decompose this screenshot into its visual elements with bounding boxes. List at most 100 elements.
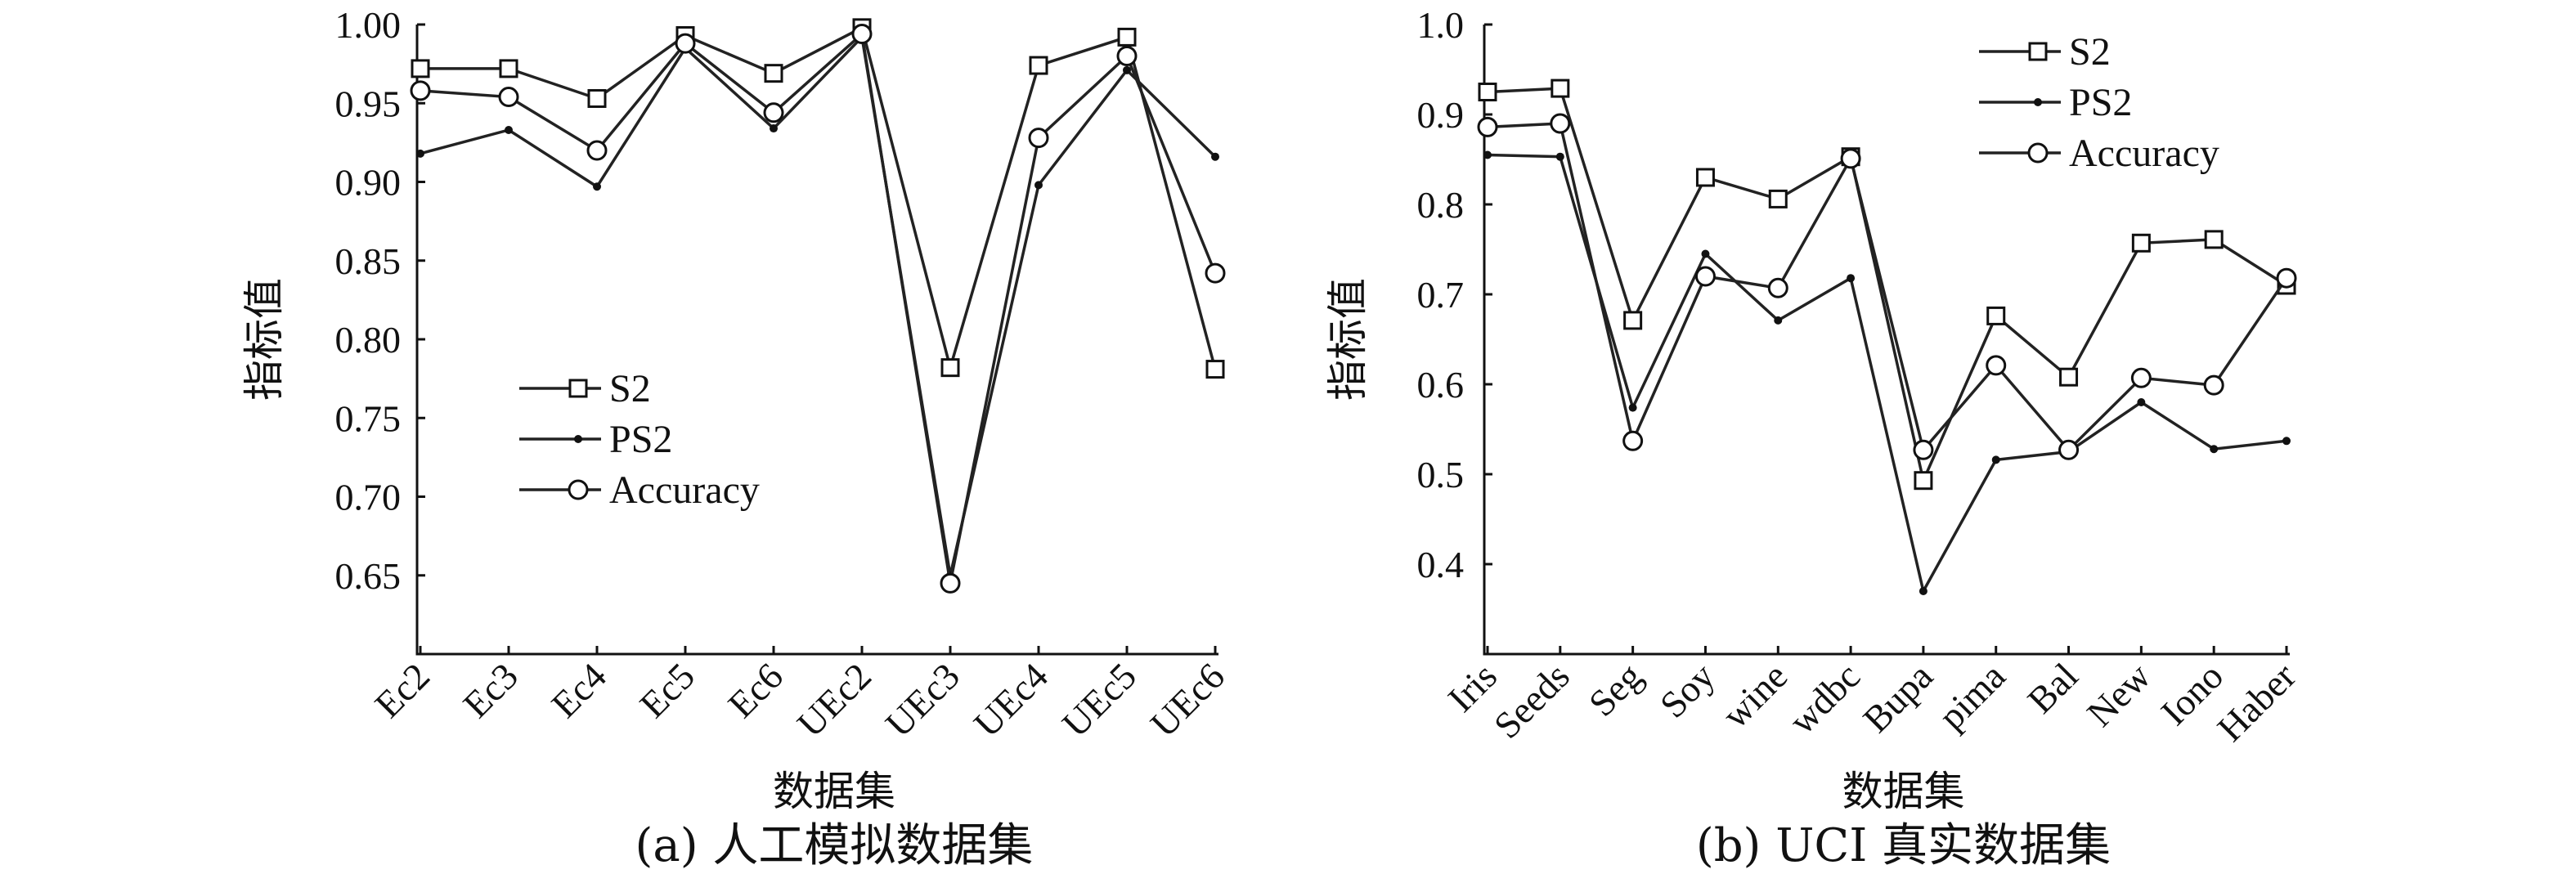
data-point-accuracy	[2058, 439, 2080, 460]
data-point-s2	[2059, 367, 2079, 387]
data-point-ps2	[1919, 587, 1928, 595]
x-tick-label: Haber	[2210, 655, 2304, 750]
data-point-accuracy	[2276, 267, 2297, 289]
series-line-accuracy	[420, 31, 1217, 584]
data-point-accuracy	[1840, 148, 1861, 169]
legend: S2 PS2 Accuracy	[1979, 30, 2219, 175]
x-tick-label: UEc4	[966, 655, 1056, 745]
series-line-ps2	[420, 34, 1217, 576]
y-tick-label: 0.95	[335, 83, 402, 124]
panel-caption: (b) UCI 真实数据集	[1696, 819, 2111, 872]
data-point-accuracy	[1913, 439, 1934, 460]
data-point-s2	[411, 59, 430, 78]
data-point-accuracy	[1694, 266, 1716, 287]
y-tick-label: 0.80	[335, 319, 402, 361]
data-point-accuracy	[1028, 128, 1049, 149]
x-axis-label: 数据集	[773, 768, 895, 815]
x-tick-label: pima	[1931, 655, 2013, 737]
data-point-accuracy	[2130, 367, 2152, 388]
data-point-ps2	[2210, 445, 2219, 454]
y-axis-label: 指标值	[1324, 278, 1371, 401]
data-point-ps2	[416, 149, 424, 158]
y-tick-label: 0.5	[1417, 454, 1465, 495]
data-point-s2	[1551, 78, 1570, 98]
legend-label: S2	[609, 367, 651, 410]
data-point-s2	[1478, 83, 1497, 101]
y-tick-label: 1.0	[1417, 4, 1465, 46]
data-point-accuracy	[763, 102, 784, 123]
data-point-accuracy	[1116, 46, 1138, 66]
data-point-ps2	[1991, 455, 2000, 464]
data-point-ps2	[2137, 398, 2146, 406]
data-point-s2	[1029, 56, 1048, 75]
data-point-s2	[1914, 471, 1933, 491]
data-point-accuracy	[2203, 374, 2224, 396]
x-tick-label: Seeds	[1486, 655, 1577, 746]
legend-marker	[574, 435, 582, 443]
legend-marker	[568, 379, 588, 398]
data-point-ps2	[1483, 150, 1492, 159]
x-tick-label: UEc2	[789, 655, 879, 745]
data-point-ps2	[593, 182, 601, 191]
data-point-ps2	[770, 124, 778, 133]
legend-label: Accuracy	[2069, 132, 2219, 175]
y-tick-label: 0.8	[1417, 184, 1465, 226]
x-tick-label: UEc3	[877, 655, 967, 745]
y-tick-label: 0.85	[335, 240, 402, 282]
series-line-ps2	[1487, 153, 2287, 595]
y-tick-label: 0.4	[1417, 544, 1465, 585]
data-point-s2	[499, 59, 518, 78]
data-point-accuracy	[1986, 355, 2007, 376]
data-point-ps2	[1555, 152, 1564, 161]
data-point-s2	[1986, 306, 2006, 325]
data-point-ps2	[1774, 316, 1783, 325]
data-point-accuracy	[675, 33, 696, 54]
legend-label: PS2	[2069, 81, 2132, 124]
data-point-s2	[2131, 233, 2151, 253]
legend-label: PS2	[609, 418, 672, 461]
y-tick-label: 0.90	[335, 162, 402, 204]
series-line-s2	[1487, 87, 2287, 486]
y-axis-label: 指标值	[240, 278, 288, 401]
x-tick-label: wdbc	[1781, 655, 1869, 742]
data-point-accuracy	[1205, 262, 1226, 284]
series-accuracy	[410, 24, 1226, 594]
data-point-ps2	[1211, 152, 1219, 161]
x-tick-label: wine	[1714, 655, 1795, 736]
y-tick-label: 0.7	[1417, 274, 1465, 316]
x-tick-label: Ec3	[455, 655, 526, 726]
data-point-ps2	[1123, 65, 1131, 74]
x-tick-label: UEc5	[1054, 655, 1144, 745]
series-ps2	[1483, 150, 2291, 595]
data-point-ps2	[1628, 403, 1637, 412]
y-tick-label: 1.00	[335, 4, 402, 46]
series-line-s2	[420, 25, 1217, 374]
panel-caption: (a) 人工模拟数据集	[635, 819, 1034, 872]
data-point-accuracy	[1477, 116, 1498, 137]
legend-marker	[568, 479, 589, 500]
series-accuracy	[1477, 113, 2297, 460]
data-point-ps2	[1701, 249, 1710, 258]
data-point-accuracy	[410, 80, 431, 101]
x-tick-label: Ec2	[366, 655, 438, 726]
data-point-ps2	[2282, 437, 2291, 446]
series-line-accuracy	[1487, 122, 2288, 454]
data-point-ps2	[1847, 274, 1856, 283]
x-tick-label: Soy	[1652, 655, 1723, 726]
data-point-s2	[940, 358, 960, 378]
data-point-s2	[1623, 311, 1643, 330]
x-tick-label: New	[2079, 654, 2159, 734]
data-point-s2	[1205, 360, 1225, 379]
x-tick-label: Seg	[1581, 655, 1650, 724]
y-tick-label: 0.65	[335, 555, 402, 597]
data-point-s2	[764, 64, 783, 83]
y-tick-label: 0.70	[335, 477, 402, 518]
axes	[415, 25, 1218, 656]
data-point-accuracy	[1767, 277, 1788, 298]
data-point-accuracy	[498, 87, 519, 108]
x-tick-label: Bal	[2019, 655, 2085, 721]
x-tick-label: UEc6	[1142, 655, 1232, 745]
